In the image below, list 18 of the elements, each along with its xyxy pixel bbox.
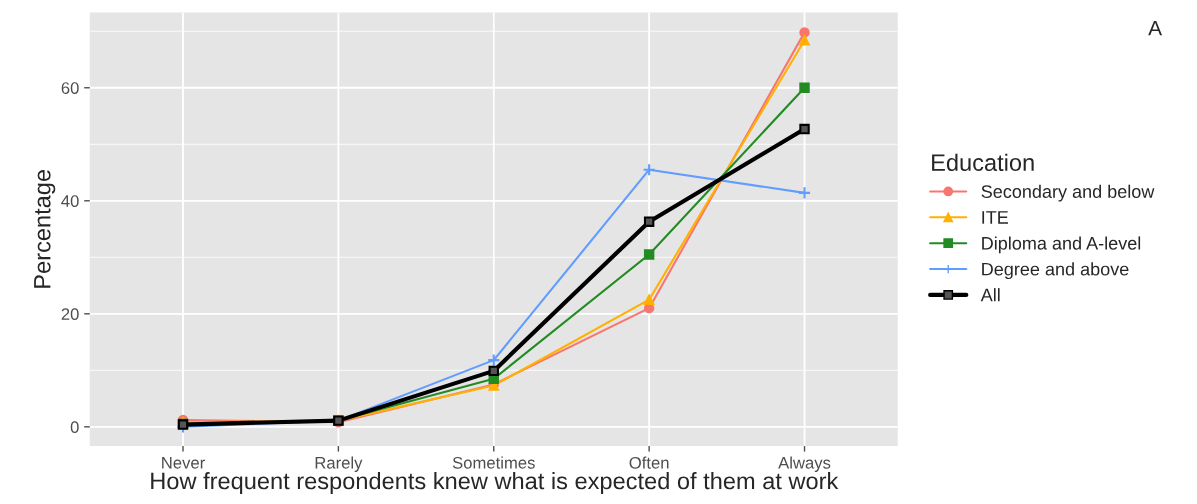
text: A [1148, 20, 1163, 36]
legend-label: Secondary and below [981, 184, 1155, 202]
x-tick-label: Rarely [315, 456, 363, 472]
y-tick-label: 40 [61, 195, 79, 207]
y-tick-label: 60 [61, 82, 79, 94]
legend-label: ITE [982, 211, 1009, 224]
legend-label: All [980, 288, 1000, 302]
y-axis-title: Percentage [34, 169, 56, 288]
x-tick-label: Never [162, 457, 205, 469]
y-tick-label: 20 [61, 308, 79, 321]
x-axis-title: How frequent respondents knew what is expected of them at work [151, 471, 839, 494]
x-tick-label: Sometimes [452, 456, 535, 469]
y-tick-label: 0 [70, 421, 79, 434]
legend-title: Education [932, 153, 1034, 172]
legend-label: Degree and above [982, 262, 1129, 280]
legend-label: Diploma and A-level [982, 236, 1141, 254]
x-tick-label: Often [629, 456, 669, 469]
x-tick-label: Always [778, 456, 831, 472]
